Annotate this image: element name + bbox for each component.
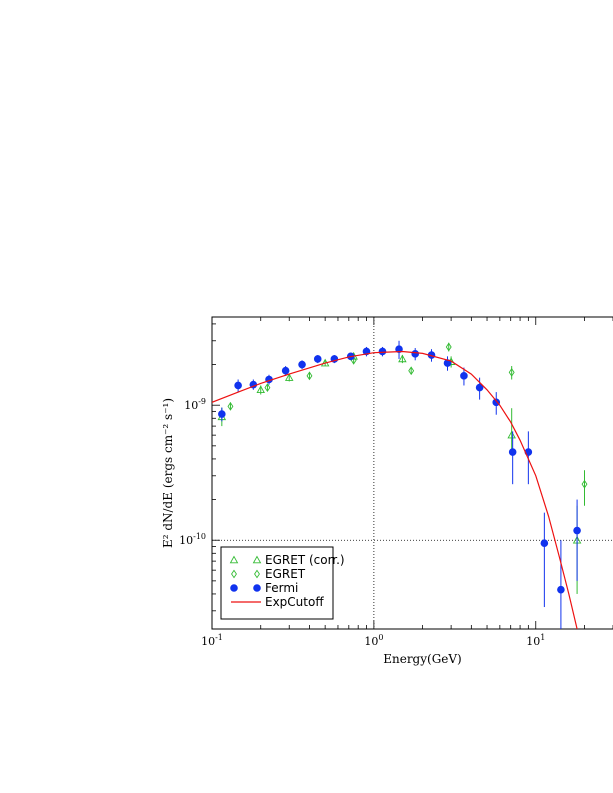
axis-ticks: 10-1 100 101 10-9 10-10 <box>179 317 613 648</box>
y-tick-label: 10-10 <box>179 532 206 547</box>
data-point <box>256 385 265 394</box>
data-point <box>398 354 407 363</box>
y-axis-label: E² dN/dE (ergs cm⁻² s⁻¹) <box>161 398 175 548</box>
data-point <box>408 366 415 376</box>
data-point <box>411 350 420 358</box>
data-point <box>313 355 322 363</box>
data-point <box>264 383 271 393</box>
legend-box <box>220 546 334 620</box>
legend-swatch <box>229 555 239 564</box>
data-point <box>508 367 515 377</box>
legend-swatch <box>252 555 262 564</box>
data-point <box>508 448 517 456</box>
data-point <box>227 401 234 411</box>
data-point <box>281 366 290 375</box>
data-point <box>460 372 468 380</box>
y-tick-label: 10-9 <box>184 397 206 412</box>
legend-entry: Fermi <box>265 581 298 595</box>
data-point <box>445 342 452 352</box>
plot-area <box>212 340 588 629</box>
data-point <box>557 585 565 594</box>
legend-entry: EGRET <box>265 567 306 581</box>
x-axis-label: Energy(GeV) <box>383 652 462 666</box>
data-point <box>581 479 588 489</box>
plot-frame <box>211 316 613 630</box>
data-point <box>234 381 242 390</box>
data-point <box>540 539 549 548</box>
legend-entry: ExpCutoff <box>265 595 324 609</box>
fit-curve <box>212 350 578 629</box>
data-point <box>298 360 306 369</box>
data-point <box>378 347 387 356</box>
x-tick-label: 101 <box>526 633 545 648</box>
legend-swatch <box>231 569 237 579</box>
legend-entry: EGRET (corr.) <box>265 553 345 567</box>
legend-swatch <box>253 584 261 592</box>
data-point <box>573 526 581 535</box>
data-point <box>475 383 484 392</box>
data-point <box>395 345 403 353</box>
legend-swatch <box>230 584 238 592</box>
data-point <box>284 373 294 381</box>
reference-lines <box>212 317 613 629</box>
legend-swatch <box>254 569 260 579</box>
data-point <box>218 410 226 418</box>
x-tick-label: 100 <box>364 633 383 648</box>
data-point <box>507 430 516 439</box>
axes-frame <box>211 316 613 630</box>
data-point <box>306 371 313 381</box>
series-expcutoff <box>212 350 578 629</box>
data-point <box>492 398 501 407</box>
series-egret <box>227 342 588 506</box>
x-tick-label: 10-1 <box>201 633 223 648</box>
